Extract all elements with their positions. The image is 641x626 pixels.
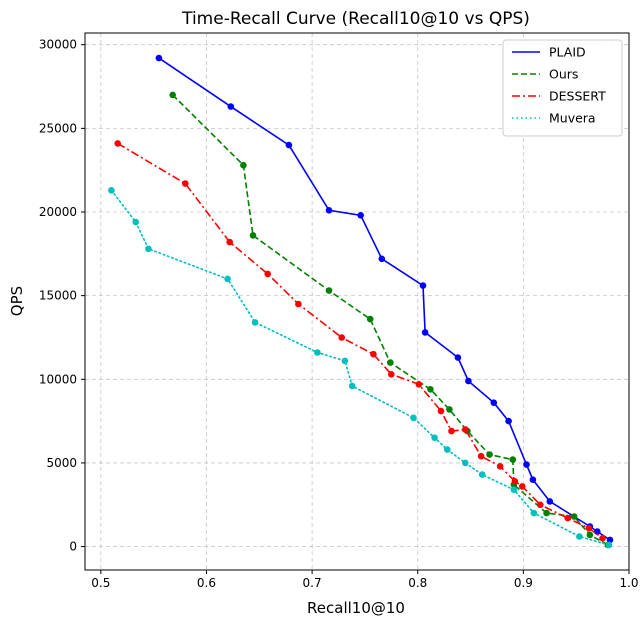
data-point-dessert	[338, 334, 346, 341]
data-point-ours	[249, 232, 257, 239]
data-point-ours	[570, 513, 578, 520]
data-point-muvera	[576, 533, 583, 540]
data-point-dessert	[264, 270, 272, 278]
data-point-muvera	[314, 349, 321, 356]
data-point-muvera	[108, 187, 115, 194]
data-point-plaid	[505, 417, 512, 425]
data-point-plaid	[421, 329, 429, 336]
data-point-dessert	[448, 427, 455, 435]
data-point-dessert	[537, 501, 544, 509]
legend-label-dessert: DESSERT	[549, 89, 606, 104]
data-point-ours	[240, 161, 247, 169]
series-line-dessert	[117, 142, 604, 539]
y-tick-label: 15000	[39, 289, 77, 303]
data-point-dessert	[437, 407, 445, 415]
y-tick-label: 10000	[39, 372, 77, 386]
data-point-dessert	[599, 534, 606, 542]
series-plaid	[155, 54, 614, 544]
data-point-ours	[387, 359, 394, 366]
data-point-plaid	[529, 476, 537, 484]
data-point-dessert	[226, 238, 233, 246]
legend-label-ours: Ours	[549, 67, 578, 82]
data-point-dessert	[477, 452, 485, 460]
data-point-plaid	[465, 377, 472, 385]
y-tick-label: 25000	[39, 121, 77, 135]
data-point-dessert	[511, 478, 519, 485]
data-point-ours	[586, 531, 594, 539]
data-point-muvera	[224, 275, 231, 283]
data-point-plaid	[419, 282, 427, 289]
x-axis-title: Recall10@10	[307, 599, 405, 617]
series-dessert	[114, 140, 606, 542]
data-point-dessert	[496, 463, 504, 470]
data-point-plaid	[357, 212, 365, 219]
ticks: 0.5 0.6 0.7 0.8 0.9 1.0 0 5000 10000 15000 20000 25…	[39, 38, 639, 590]
data-point-muvera	[462, 459, 469, 467]
data-point-plaid	[606, 536, 614, 544]
data-point-dessert	[564, 514, 571, 522]
legend-box	[502, 39, 623, 137]
data-point-dessert	[519, 483, 526, 490]
x-tick-label: 0.7	[303, 576, 322, 590]
data-point-ours	[366, 315, 374, 323]
series-layer	[108, 54, 614, 549]
series-line-plaid	[158, 57, 611, 541]
data-point-dessert	[415, 381, 423, 388]
legend: PLAID Ours DESSERT Muvera	[502, 39, 623, 137]
data-point-ours	[169, 91, 176, 99]
data-point-dessert	[585, 524, 593, 532]
data-point-plaid	[378, 255, 386, 263]
data-point-ours	[427, 386, 434, 393]
data-point-muvera	[132, 218, 139, 226]
data-point-muvera	[530, 509, 538, 517]
data-point-plaid	[155, 54, 163, 62]
y-axis-title: QPS	[8, 286, 26, 316]
y-tick-label: 30000	[39, 38, 77, 52]
data-point-dessert	[182, 180, 189, 187]
data-point-dessert	[295, 300, 302, 308]
data-point-muvera	[341, 357, 349, 365]
data-point-dessert	[462, 426, 469, 433]
legend-label-plaid: PLAID	[549, 45, 586, 60]
data-point-ours	[543, 509, 550, 517]
x-tick-label: 1.0	[619, 576, 638, 590]
data-point-ours	[325, 287, 333, 294]
series-muvera	[108, 187, 613, 549]
y-tick-label: 20000	[39, 205, 77, 219]
data-point-plaid	[523, 461, 530, 468]
data-point-plaid	[490, 399, 498, 407]
series-line-muvera	[110, 189, 610, 546]
data-point-ours	[509, 456, 517, 463]
data-point-plaid	[227, 103, 235, 110]
data-point-muvera	[348, 382, 356, 390]
data-point-dessert	[370, 350, 377, 358]
data-point-dessert	[114, 140, 121, 147]
data-point-muvera	[510, 486, 518, 494]
data-point-muvera	[145, 245, 152, 253]
data-point-muvera	[251, 319, 259, 326]
data-point-plaid	[285, 141, 293, 149]
data-point-plaid	[546, 498, 554, 505]
plot-frame	[84, 32, 630, 571]
x-tick-label: 0.6	[197, 576, 216, 590]
y-tick-label: 5000	[46, 456, 77, 470]
data-point-muvera	[478, 471, 486, 478]
data-point-ours	[486, 451, 493, 458]
data-point-plaid	[594, 528, 601, 535]
data-point-dessert	[388, 371, 395, 378]
x-tick-label: 0.8	[408, 576, 427, 590]
legend-label-muvera: Muvera	[549, 111, 596, 126]
data-point-ours	[446, 406, 453, 413]
data-point-plaid	[325, 207, 333, 214]
x-tick-label: 0.5	[91, 576, 110, 590]
data-point-muvera	[605, 541, 613, 549]
data-point-muvera	[431, 434, 438, 442]
chart-title: Time-Recall Curve (Recall10@10 vs QPS)	[181, 9, 530, 29]
x-tick-label: 0.9	[514, 576, 533, 590]
data-point-muvera	[410, 414, 417, 422]
data-point-plaid	[454, 354, 462, 361]
y-tick-label: 0	[69, 540, 77, 554]
data-point-muvera	[444, 446, 451, 453]
